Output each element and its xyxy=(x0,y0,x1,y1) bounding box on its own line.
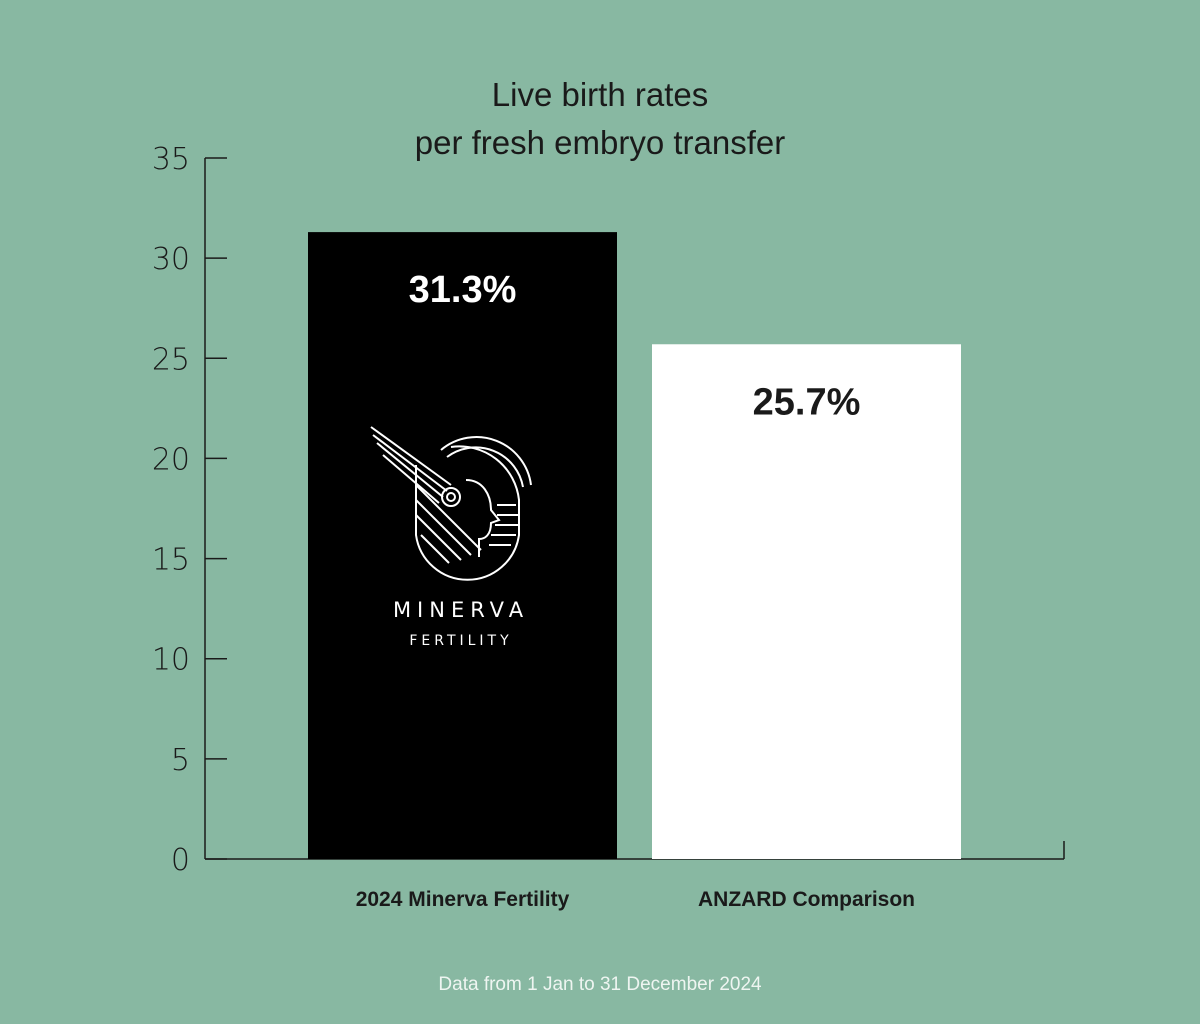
y-tick-label: 5 xyxy=(171,743,190,778)
category-label: ANZARD Comparison xyxy=(698,888,915,911)
chart-title-line-1: Live birth rates xyxy=(492,76,708,113)
bars xyxy=(308,232,961,859)
y-tick-label: 10 xyxy=(152,643,190,678)
y-tick-label: 20 xyxy=(152,442,190,477)
y-tick-label: 35 xyxy=(152,142,190,177)
chart-title-line-2: per fresh embryo transfer xyxy=(415,124,785,161)
logo-name: MINERVA xyxy=(393,598,529,622)
bar-value-label: 25.7% xyxy=(753,381,861,423)
y-tick-label: 25 xyxy=(152,342,190,377)
y-axis: 0 5 10 15 20 25 30 35 xyxy=(152,142,227,878)
y-tick-label: 30 xyxy=(152,242,190,277)
logo-subname: FERTILITY xyxy=(409,633,512,649)
y-tick-label: 0 xyxy=(171,843,190,878)
minerva-logo: MINERVA FERTILITY xyxy=(370,426,532,649)
category-label: 2024 Minerva Fertility xyxy=(356,888,570,911)
category-labels: 2024 Minerva Fertility ANZARD Comparison xyxy=(356,888,915,911)
footnote: Data from 1 Jan to 31 December 2024 xyxy=(438,974,762,995)
bar-value-label: 31.3% xyxy=(409,269,517,311)
y-tick-label: 15 xyxy=(152,543,190,578)
value-labels: 31.3% 25.7% xyxy=(409,269,861,423)
minerva-helmet-icon xyxy=(370,426,532,581)
bar xyxy=(652,344,961,859)
